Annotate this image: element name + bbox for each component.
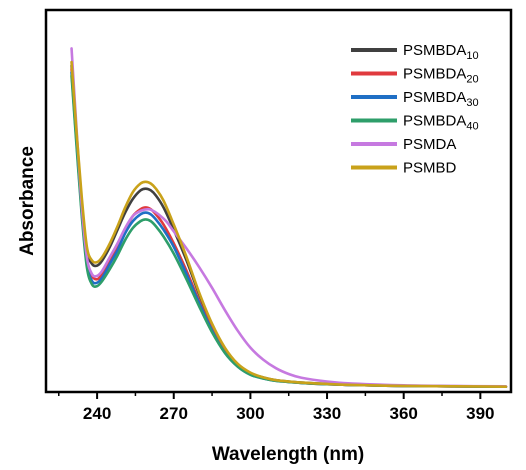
legend-label: PSMDA bbox=[403, 136, 456, 153]
series-line-psmda bbox=[70, 47, 508, 388]
x-tick-label-240: 240 bbox=[83, 404, 111, 423]
legend-item-psmbda10: PSMBDA10 bbox=[351, 42, 479, 62]
legend-item-psmbda20: PSMBDA20 bbox=[351, 66, 479, 86]
series-curves bbox=[70, 47, 508, 388]
legend-item-psmda: PSMDA bbox=[351, 136, 456, 153]
legend-label: PSMBDA10 bbox=[403, 42, 479, 62]
x-axis-title: Wavelength (nm) bbox=[212, 444, 364, 465]
y-axis-title: Absorbance bbox=[17, 146, 38, 256]
x-tick-label-390: 390 bbox=[466, 404, 494, 423]
legend-item-psmbda40: PSMBDA40 bbox=[351, 113, 479, 133]
x-tick-label-300: 300 bbox=[236, 404, 264, 423]
legend-item-psmbda30: PSMBDA30 bbox=[351, 89, 479, 109]
x-axis-ticks: 240 270 300 330 360 390 bbox=[58, 392, 495, 423]
x-tick-label-270: 270 bbox=[160, 404, 188, 423]
legend-label: PSMBDA40 bbox=[403, 113, 479, 133]
legend-label: PSMBDA20 bbox=[403, 66, 479, 86]
legend-label: PSMBDA30 bbox=[403, 89, 479, 109]
legend-label: PSMBD bbox=[403, 160, 457, 177]
series-line-psmbd bbox=[70, 60, 508, 388]
legend: PSMBDA10 PSMBDA20 PSMBDA30 PSMBDA40 PSMDA PSM… bbox=[351, 42, 479, 177]
plot-frame bbox=[44, 8, 513, 394]
x-tick-label-330: 330 bbox=[313, 404, 341, 423]
x-tick-label-360: 360 bbox=[390, 404, 418, 423]
legend-item-psmbd: PSMBD bbox=[351, 160, 457, 177]
